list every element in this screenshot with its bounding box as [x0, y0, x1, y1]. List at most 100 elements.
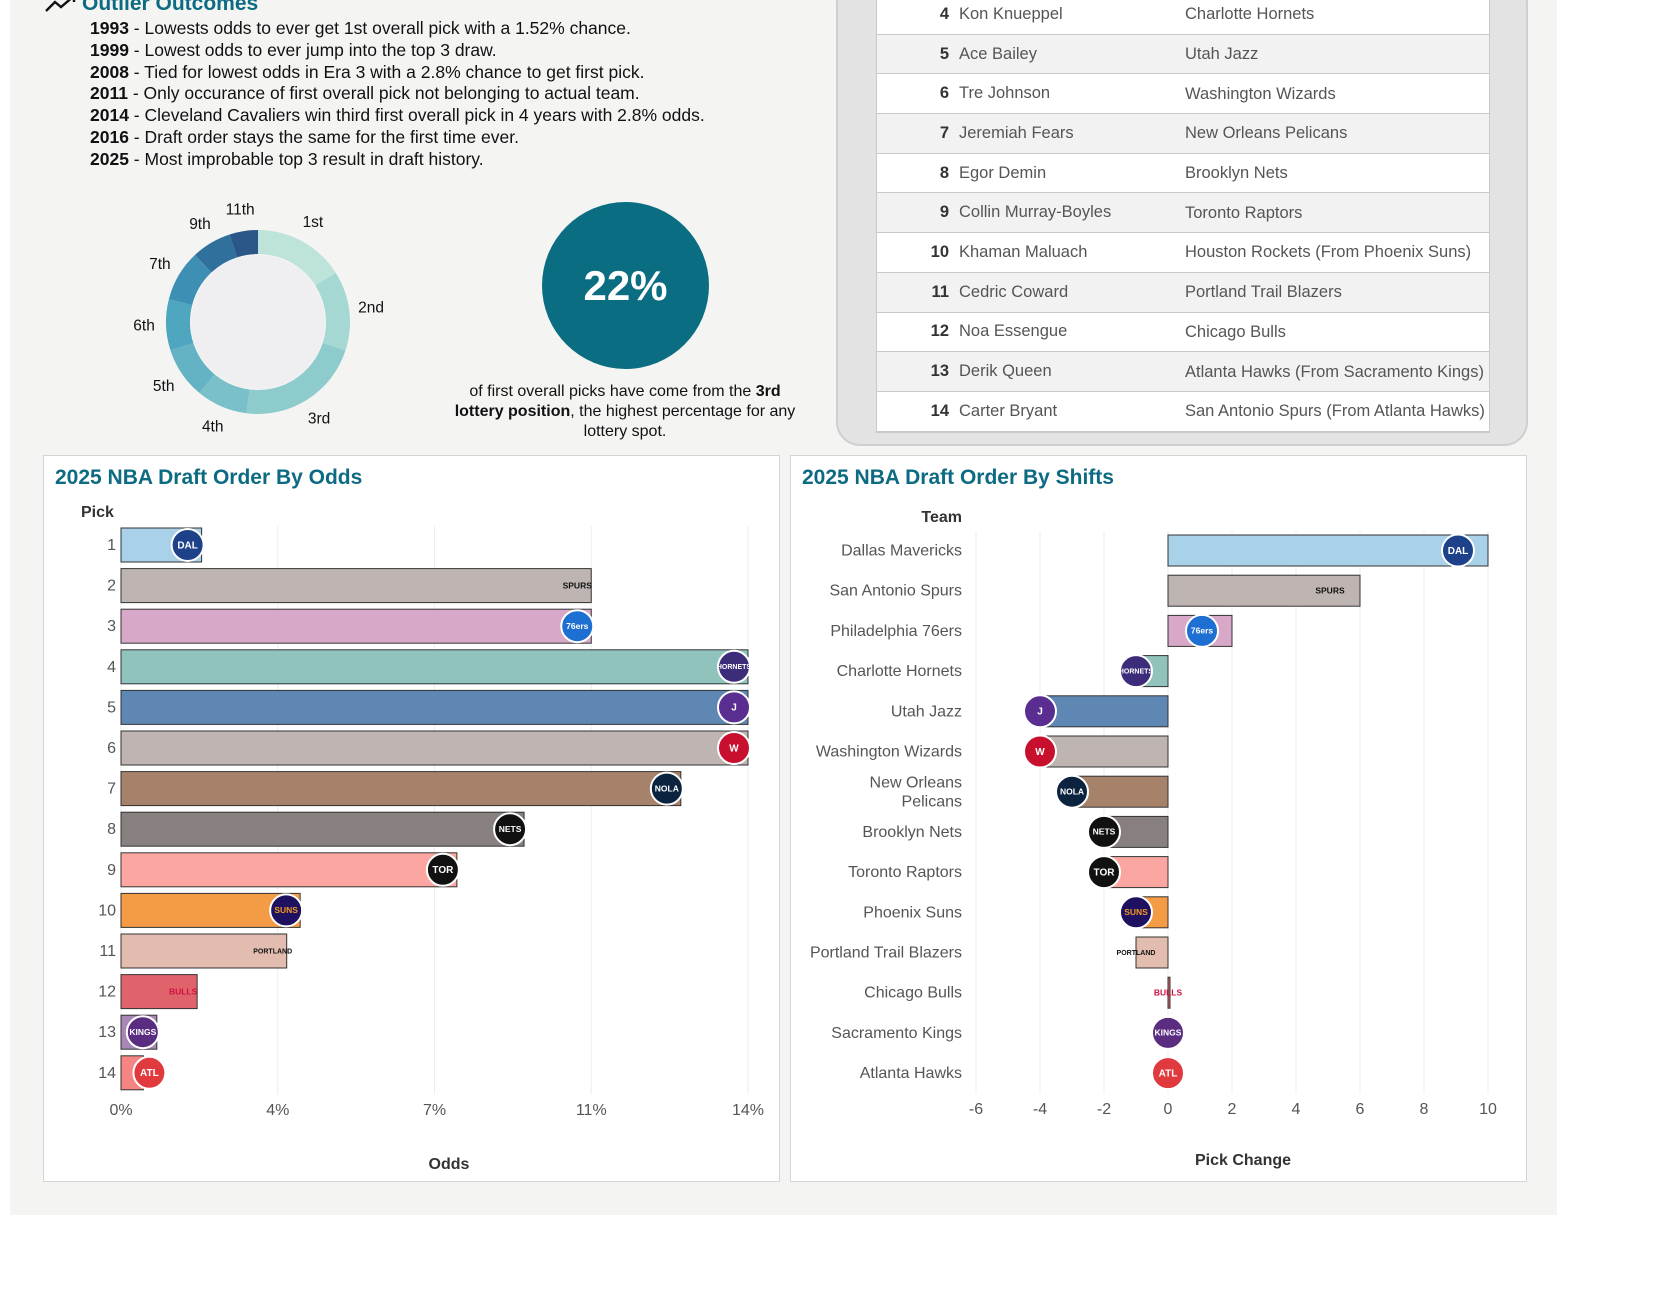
team-label: Toronto Raptors [848, 864, 962, 881]
odds-x-axis-title: Odds [429, 1156, 470, 1173]
shifts-tick-label: 2 [1228, 1101, 1237, 1118]
svg-text:J: J [731, 703, 737, 714]
svg-text:W: W [1035, 747, 1045, 758]
shifts-tick-label: 0 [1164, 1101, 1173, 1118]
svg-text:TOR: TOR [1094, 867, 1116, 878]
player-name: Cedric Coward [959, 282, 1069, 301]
donut-slice-4th [199, 374, 250, 414]
donut-slice-11th [229, 230, 258, 258]
outlier-item: 2025 - Most improbable top 3 result in d… [90, 149, 705, 171]
shifts-tick-label: -2 [1097, 1101, 1111, 1118]
svg-text:W: W [729, 743, 739, 754]
odds-tick-label: 7% [423, 1102, 446, 1119]
sacramento-kings-logo-icon: KINGS [1151, 1015, 1185, 1050]
outlier-text: - Lowests odds to ever get 1st overall p… [128, 18, 631, 38]
team-label: San Antonio Spurs [829, 583, 962, 600]
shifts-tick-label: 10 [1479, 1101, 1497, 1118]
pick-label: 5 [107, 699, 116, 716]
pick-number: 5 [939, 44, 949, 63]
pick-label: 3 [107, 618, 116, 635]
pick-label: 8 [107, 821, 116, 838]
shift-bar [1167, 534, 1489, 567]
svg-text:ATL: ATL [1159, 1068, 1178, 1079]
outlier-item: 2011 - Only occurance of first overall p… [90, 83, 705, 105]
pick-label: 1 [107, 537, 116, 554]
shifts-tick-label: 6 [1356, 1101, 1365, 1118]
donut-slice-1st [258, 230, 336, 286]
team-label: Philadelphia 76ers [830, 623, 962, 640]
outlier-item: 2016 - Draft order stays the same for th… [90, 127, 705, 149]
outlier-year: 2016 [90, 126, 129, 147]
donut-label-5th: 5th [153, 378, 175, 395]
svg-text:NETS: NETS [1093, 827, 1116, 837]
portland-trail-blazers-logo-icon: PORTLAND [253, 948, 292, 955]
team-name: Charlotte Hornets [1185, 5, 1315, 24]
svg-text:76ers: 76ers [1191, 626, 1213, 636]
odds-bar [120, 852, 458, 888]
charlotte-hornets-logo-icon: HORNETS [717, 649, 752, 684]
san-antonio-spurs-logo-icon: SPURS [563, 580, 593, 590]
odds-bar [120, 649, 749, 685]
toronto-raptors-logo-icon: TOR [1087, 855, 1121, 890]
shifts-tick-label: 4 [1292, 1101, 1301, 1118]
utah-jazz-logo-icon: J [1023, 694, 1057, 729]
outlier-item: 2014 - Cleveland Cavaliers win third fir… [90, 105, 705, 127]
donut-slice-9th [195, 234, 237, 273]
pick-label: 11 [99, 943, 116, 960]
svg-text:SPURS: SPURS [1315, 586, 1345, 596]
outlier-outcomes-title: Outlier Outcomes [44, 0, 258, 16]
shifts-tick-label: -4 [1033, 1101, 1047, 1118]
outlier-outcomes-title-text: Outlier Outcomes [82, 0, 259, 15]
table-row: 6 Tre Johnson Washington Wizards [877, 74, 1489, 115]
donut-label-1st: 1st [303, 214, 324, 231]
shifts-tick-label: 8 [1420, 1101, 1429, 1118]
odds-chart-title: 2025 NBA Draft Order By Odds [55, 466, 363, 489]
odds-bar [120, 689, 749, 725]
brooklyn-nets-logo-icon: NETS [493, 812, 528, 847]
svg-text:NETS: NETS [499, 824, 522, 834]
outlier-year: 2025 [90, 148, 129, 169]
svg-text:ATL: ATL [140, 1068, 159, 1079]
outlier-text: - Tied for lowest odds in Era 3 with a 2… [128, 61, 645, 82]
phoenix-suns-logo-icon: SUNS [269, 893, 304, 928]
odds-chart: 0% 4% 7% 11% 14% Pick Odds 1 DAL 2 SPURS 3 76ers 4 HOR… [81, 504, 764, 1173]
pick-number: 10 [930, 242, 949, 261]
charlotte-hornets-logo-icon: HORNETS [1119, 654, 1153, 689]
team-label: Phoenix Suns [863, 904, 962, 921]
shifts-tick-label: -6 [969, 1101, 983, 1118]
outlier-text: - Draft order stays the same for the fir… [128, 126, 519, 147]
team-label: Utah Jazz [891, 703, 962, 720]
atlanta-hawks-logo-icon: ATL [1151, 1056, 1185, 1091]
table-row: 8 Egor Demin Brooklyn Nets [877, 154, 1489, 194]
donut-label-2nd: 2nd [358, 300, 384, 317]
shift-bar [1167, 976, 1171, 1009]
donut-slice-2nd [315, 272, 350, 351]
kpi-caption-bold: 3rd lottery position [454, 383, 781, 420]
player-name: Khaman Maluach [959, 242, 1088, 261]
toronto-raptors-logo-icon: TOR [425, 852, 460, 887]
outlier-year: 2014 [90, 105, 129, 126]
svg-text:BULLS: BULLS [169, 986, 198, 996]
odds-tick-label: 4% [266, 1102, 289, 1119]
brooklyn-nets-logo-icon: NETS [1087, 814, 1121, 849]
washington-wizards-logo-icon: W [717, 731, 751, 765]
portland-trail-blazers-logo-icon: PORTLAND [1117, 950, 1156, 957]
donut-label-6th: 6th [133, 318, 155, 335]
svg-text:76ers: 76ers [566, 621, 588, 631]
chicago-bulls-logo-icon: BULLS [169, 986, 198, 996]
table-row: 10 Khaman Maluach Houston Rockets (From Ph… [877, 233, 1489, 273]
svg-text:SUNS: SUNS [1124, 907, 1148, 917]
shifts-gridlines [975, 531, 1489, 1094]
philadelphia-76ers-logo-icon: 76ers [1185, 613, 1219, 648]
svg-text:HORNETS: HORNETS [717, 664, 752, 671]
sacramento-kings-logo-icon: KINGS [125, 1015, 160, 1050]
team-label: Dallas Mavericks [841, 543, 962, 560]
outlier-item: 1999 - Lowest odds to ever jump into the… [90, 40, 705, 62]
svg-text:TOR: TOR [432, 865, 454, 876]
odds-bar [120, 974, 198, 1010]
donut-label-3rd: 3rd [308, 410, 330, 427]
new-orleans-pelicans-logo-icon: NOLA [1055, 774, 1089, 809]
donut-label-7th: 7th [149, 256, 171, 273]
kpi-caption-post: , the highest percentage for any lottery… [570, 403, 796, 440]
svg-text:DAL: DAL [177, 540, 198, 551]
